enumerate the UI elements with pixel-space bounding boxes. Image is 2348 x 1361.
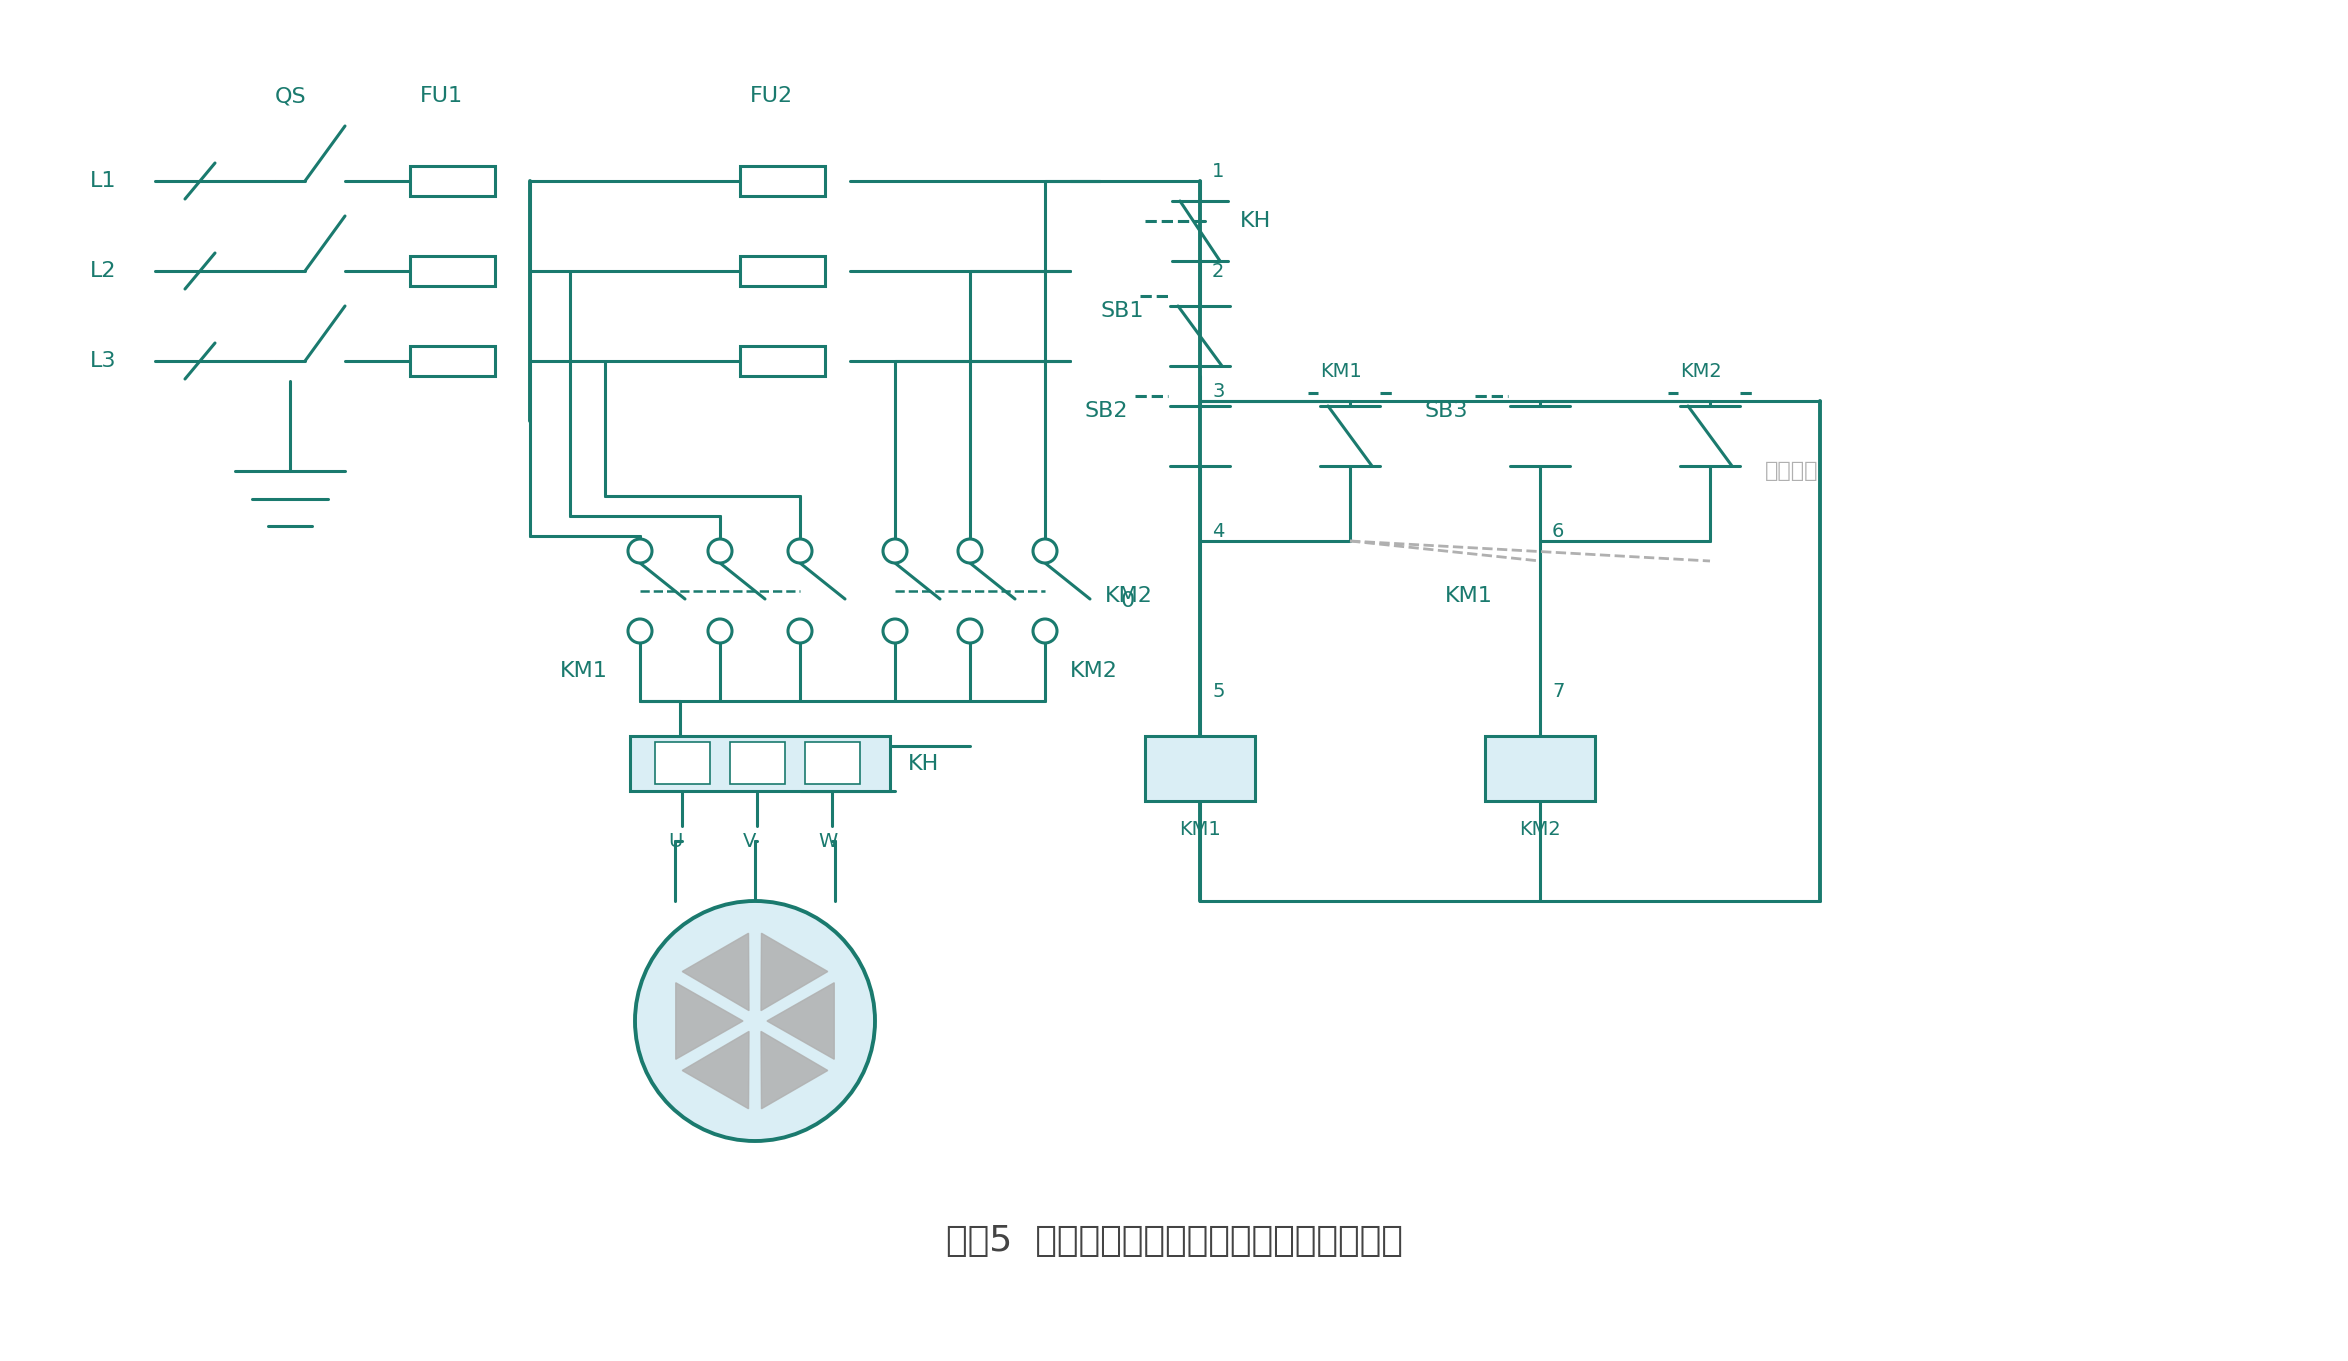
Polygon shape	[683, 1032, 749, 1109]
Circle shape	[789, 539, 812, 563]
Bar	[740, 256, 824, 286]
Text: KH: KH	[1240, 211, 1270, 231]
Polygon shape	[683, 934, 749, 1011]
Circle shape	[958, 619, 981, 642]
Bar	[629, 736, 890, 791]
Text: U: U	[667, 832, 683, 851]
Text: 5: 5	[1212, 682, 1226, 701]
Text: FU1: FU1	[420, 86, 463, 106]
Text: KM2: KM2	[1106, 587, 1153, 606]
Bar	[740, 346, 824, 376]
Bar	[1484, 736, 1594, 802]
Text: SB2: SB2	[1085, 401, 1129, 421]
Polygon shape	[761, 934, 829, 1011]
Text: L2: L2	[89, 261, 117, 280]
Text: 0: 0	[1120, 591, 1134, 611]
Polygon shape	[768, 983, 834, 1059]
Text: 联锁触头: 联锁触头	[1766, 461, 1817, 480]
Text: 4: 4	[1212, 521, 1223, 540]
Text: SB1: SB1	[1099, 301, 1143, 321]
Text: 3: 3	[1212, 381, 1223, 400]
Text: KM2: KM2	[1519, 819, 1561, 838]
Bar	[655, 742, 709, 784]
Text: L3: L3	[89, 351, 117, 372]
Bar	[411, 346, 495, 376]
Text: KM2: KM2	[1681, 362, 1721, 381]
Text: KM1: KM1	[1179, 819, 1221, 838]
Text: KM2: KM2	[1071, 661, 1118, 680]
Text: W: W	[817, 832, 838, 851]
Bar	[411, 256, 495, 286]
Text: KM1: KM1	[1320, 362, 1362, 381]
Text: SB3: SB3	[1425, 401, 1468, 421]
Circle shape	[789, 619, 812, 642]
Text: 2: 2	[1212, 261, 1223, 280]
Text: FU2: FU2	[749, 86, 794, 106]
Text: KM1: KM1	[561, 661, 608, 680]
Circle shape	[883, 539, 906, 563]
Text: 7: 7	[1552, 682, 1564, 701]
Text: QS: QS	[275, 86, 308, 106]
Text: V: V	[742, 832, 756, 851]
Circle shape	[709, 539, 733, 563]
Circle shape	[958, 539, 981, 563]
Polygon shape	[676, 983, 742, 1059]
Bar	[411, 166, 495, 196]
Text: KH: KH	[909, 754, 939, 774]
Circle shape	[627, 619, 653, 642]
Circle shape	[1033, 619, 1057, 642]
Text: 1: 1	[1212, 162, 1223, 181]
Bar	[730, 742, 784, 784]
Circle shape	[709, 619, 733, 642]
Text: 6: 6	[1552, 521, 1564, 540]
Polygon shape	[761, 1032, 829, 1109]
Bar	[805, 742, 859, 784]
Text: 课题5  三相笼型异步电动机的正反转控制线路: 课题5 三相笼型异步电动机的正反转控制线路	[946, 1224, 1402, 1258]
Circle shape	[1033, 539, 1057, 563]
Circle shape	[634, 901, 876, 1141]
Text: L1: L1	[89, 171, 117, 191]
Text: KM1: KM1	[1444, 587, 1493, 606]
Circle shape	[627, 539, 653, 563]
Bar	[1146, 736, 1254, 802]
Bar	[740, 166, 824, 196]
Circle shape	[883, 619, 906, 642]
